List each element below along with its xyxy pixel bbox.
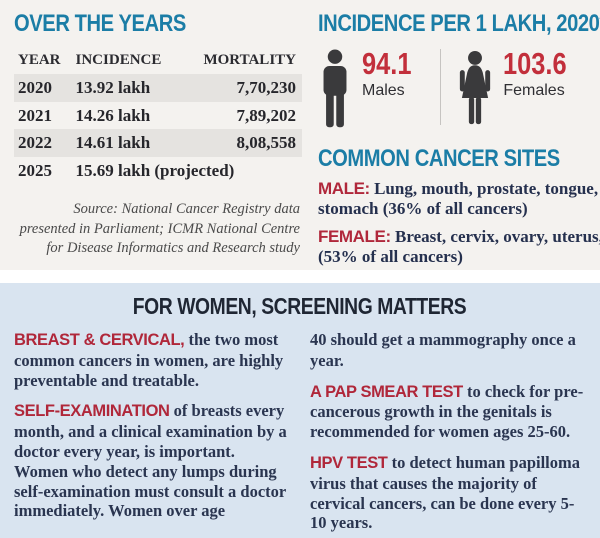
cell-mortality: 8,08,558 xyxy=(236,133,297,153)
cell-incidence: 13.92 lakh xyxy=(75,78,151,97)
cell-year: 2020 xyxy=(18,78,52,97)
incidence-title: INCIDENCE PER 1 LAKH, 2020* xyxy=(318,10,600,37)
screening-paragraph: SELF-EXAMINATION of breasts every month,… xyxy=(14,401,290,521)
female-value: 103.6 xyxy=(503,46,567,81)
screening-right-column: 40 should get a mammography once a year.… xyxy=(310,330,586,538)
screening-title: FOR WOMEN, SCREENING MATTERS xyxy=(133,293,467,319)
screening-left-column: BREAST & CERVICAL, the two most common c… xyxy=(14,330,290,538)
cell-incidence: 14.61 lakh xyxy=(75,133,151,153)
cell-incidence: 15.69 lakh (projected) xyxy=(75,160,235,180)
cell-year: 2022 xyxy=(18,133,52,153)
breast-cervical-lead: BREAST & CERVICAL, xyxy=(14,331,185,349)
self-examination-lead: SELF-EXAMINATION xyxy=(14,402,170,421)
pap-smear-lead: A PAP SMEAR TEST xyxy=(310,382,463,401)
over-the-years-panel: OVER THE YEARS YEAR INCIDENCE MORTALITY … xyxy=(14,12,302,264)
female-sites-lead: FEMALE: xyxy=(318,227,391,247)
incidence-mortality-table: YEAR INCIDENCE MORTALITY 2020 13.92 lakh… xyxy=(14,48,302,184)
incidence-stats: 94.1 Males 103.6 xyxy=(318,46,600,129)
paragraph-text: the two most common cancers in women, ar… xyxy=(14,330,284,390)
female-icon xyxy=(460,50,491,125)
col-header-incidence: INCIDENCE xyxy=(75,52,162,68)
screening-paragraph: BREAST & CERVICAL, the two most common c… xyxy=(14,330,290,390)
screening-paragraph: A PAP SMEAR TEST to check for pre-cancer… xyxy=(310,382,586,442)
col-header-mortality: MORTALITY xyxy=(203,52,296,68)
paragraph-text: to detect human papilloma virus that cau… xyxy=(310,452,580,533)
incidence-panel: INCIDENCE PER 1 LAKH, 2020* 94.1 Males xyxy=(302,10,600,267)
male-sites-paragraph: MALE: Lung, mouth, prostate, tongue, sto… xyxy=(318,179,600,219)
cell-mortality: 7,89,202 xyxy=(236,105,297,125)
paragraph-text: 40 should get a mammography once a year. xyxy=(310,330,576,370)
female-sites-text: Breast, cervix, ovary, uterus, lung (53%… xyxy=(318,227,600,267)
screening-section: FOR WOMEN, SCREENING MATTERS BREAST & CE… xyxy=(0,283,600,538)
cell-year: 2025 xyxy=(18,160,52,180)
top-section: OVER THE YEARS YEAR INCIDENCE MORTALITY … xyxy=(0,0,600,270)
female-stat: 103.6 Females xyxy=(457,46,581,129)
cell-mortality: 7,70,230 xyxy=(236,78,297,97)
table-row: 2025 15.69 lakh (projected) xyxy=(14,157,302,185)
male-value: 94.1 xyxy=(362,46,412,81)
source-note: Source: National Cancer Registry data pr… xyxy=(19,201,300,257)
male-label: Males xyxy=(362,82,405,99)
cell-incidence: 14.26 lakh xyxy=(75,105,151,125)
male-sites-text: Lung, mouth, prostate, tongue, stomach (… xyxy=(318,179,599,219)
table-row: 2022 14.61 lakh 8,08,558 xyxy=(14,129,302,157)
female-sites-paragraph: FEMALE: Breast, cervix, ovary, uterus, l… xyxy=(318,227,600,267)
male-sites-lead: MALE: xyxy=(318,179,370,198)
male-stat: 94.1 Males xyxy=(318,46,422,129)
hpv-test-lead: HPV TEST xyxy=(310,453,388,472)
female-label: Females xyxy=(503,82,565,99)
table-header-row: YEAR INCIDENCE MORTALITY xyxy=(14,48,302,74)
table-row: 2020 13.92 lakh 7,70,230 xyxy=(14,74,302,102)
table-row: 2021 14.26 lakh 7,89,202 xyxy=(14,102,302,130)
paragraph-text: of breasts every month, and a clinical e… xyxy=(14,401,287,521)
over-the-years-title: OVER THE YEARS xyxy=(14,10,186,37)
screening-columns: BREAST & CERVICAL, the two most common c… xyxy=(14,330,586,538)
cancer-sites-title: COMMON CANCER SITES xyxy=(318,145,560,172)
paragraph-text: to check for pre-cancerous growth in the… xyxy=(310,381,584,442)
male-stat-text: 94.1 Males xyxy=(362,46,422,100)
screening-paragraph: 40 should get a mammography once a year. xyxy=(310,330,586,371)
screening-paragraph: HPV TEST to detect human papilloma virus… xyxy=(310,453,586,533)
cell-year: 2021 xyxy=(18,105,52,125)
female-stat-text: 103.6 Females xyxy=(503,46,581,100)
col-header-year: YEAR xyxy=(18,52,61,68)
male-icon xyxy=(323,49,347,128)
vertical-divider xyxy=(440,49,442,125)
